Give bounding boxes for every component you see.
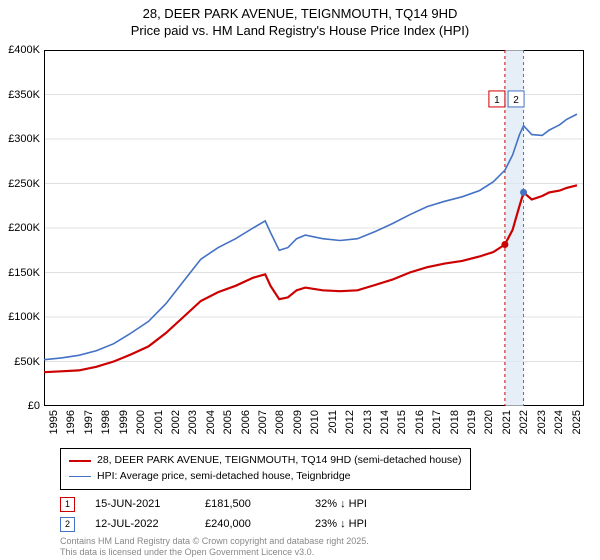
sales-table: 1 15-JUN-2021 £181,500 32% ↓ HPI 2 12-JU… xyxy=(60,494,367,534)
x-tick-label: 2020 xyxy=(483,410,495,434)
x-tick-label: 2017 xyxy=(431,410,443,434)
x-tick-label: 1998 xyxy=(100,410,112,434)
y-tick-label: £200K xyxy=(8,222,40,234)
x-tick-label: 2012 xyxy=(344,410,356,434)
sale-row-2: 2 12-JUL-2022 £240,000 23% ↓ HPI xyxy=(60,514,367,534)
y-tick-label: £350K xyxy=(8,89,40,101)
y-tick-label: £0 xyxy=(28,400,40,412)
x-tick-label: 2023 xyxy=(536,410,548,434)
title-line2: Price paid vs. HM Land Registry's House … xyxy=(0,23,600,40)
x-tick-label: 2010 xyxy=(309,410,321,434)
x-tick-label: 2001 xyxy=(153,410,165,434)
x-tick-label: 2021 xyxy=(501,410,513,434)
legend-box: 28, DEER PARK AVENUE, TEIGNMOUTH, TQ14 9… xyxy=(60,448,471,490)
svg-text:1: 1 xyxy=(494,95,500,106)
footer-attribution: Contains HM Land Registry data © Crown c… xyxy=(60,536,369,558)
legend-row-price-paid: 28, DEER PARK AVENUE, TEIGNMOUTH, TQ14 9… xyxy=(69,453,462,469)
x-tick-label: 2007 xyxy=(257,410,269,434)
x-tick-label: 2018 xyxy=(449,410,461,434)
x-tick-label: 2008 xyxy=(274,410,286,434)
x-tick-label: 2022 xyxy=(518,410,530,434)
x-tick-label: 1999 xyxy=(118,410,130,434)
x-tick-label: 2002 xyxy=(170,410,182,434)
sale-row-1: 1 15-JUN-2021 £181,500 32% ↓ HPI xyxy=(60,494,367,514)
legend-swatch-price-paid xyxy=(69,460,91,462)
y-tick-label: £300K xyxy=(8,133,40,145)
chart-area: 12 £0£50K£100K£150K£200K£250K£300K£350K£… xyxy=(44,50,584,406)
x-tick-label: 2009 xyxy=(292,410,304,434)
x-tick-label: 2019 xyxy=(466,410,478,434)
chart-title: 28, DEER PARK AVENUE, TEIGNMOUTH, TQ14 9… xyxy=(0,0,600,40)
x-tick-label: 2013 xyxy=(362,410,374,434)
sale-marker-2: 2 xyxy=(60,517,75,532)
x-tick-label: 2016 xyxy=(414,410,426,434)
sale-diff-1: 32% ↓ HPI xyxy=(315,498,367,510)
x-tick-label: 1997 xyxy=(83,410,95,434)
x-tick-label: 2005 xyxy=(222,410,234,434)
y-tick-label: £400K xyxy=(8,44,40,56)
x-tick-label: 2004 xyxy=(205,410,217,434)
x-tick-label: 2015 xyxy=(396,410,408,434)
svg-text:2: 2 xyxy=(513,95,519,106)
sale-marker-1: 1 xyxy=(60,497,75,512)
y-tick-label: £250K xyxy=(8,178,40,190)
x-tick-label: 2000 xyxy=(135,410,147,434)
footer-line1: Contains HM Land Registry data © Crown c… xyxy=(60,536,369,547)
y-tick-label: £100K xyxy=(8,311,40,323)
x-tick-label: 2011 xyxy=(327,410,339,434)
x-tick-label: 2025 xyxy=(571,410,583,434)
x-tick-label: 1995 xyxy=(48,410,60,434)
x-tick-label: 2014 xyxy=(379,410,391,434)
sale-date-2: 12-JUL-2022 xyxy=(95,518,185,530)
y-tick-label: £150K xyxy=(8,267,40,279)
legend-label-price-paid: 28, DEER PARK AVENUE, TEIGNMOUTH, TQ14 9… xyxy=(97,453,462,469)
y-tick-label: £50K xyxy=(14,356,40,368)
title-line1: 28, DEER PARK AVENUE, TEIGNMOUTH, TQ14 9… xyxy=(0,6,600,23)
legend-swatch-hpi xyxy=(69,476,91,477)
sale-price-2: £240,000 xyxy=(205,518,295,530)
sale-price-1: £181,500 xyxy=(205,498,295,510)
footer-line2: This data is licensed under the Open Gov… xyxy=(60,547,369,558)
sale-diff-2: 23% ↓ HPI xyxy=(315,518,367,530)
x-tick-label: 2003 xyxy=(187,410,199,434)
x-tick-label: 2024 xyxy=(553,410,565,434)
legend-label-hpi: HPI: Average price, semi-detached house,… xyxy=(97,469,351,485)
x-tick-label: 2006 xyxy=(240,410,252,434)
x-tick-label: 1996 xyxy=(65,410,77,434)
line-chart: 12 xyxy=(44,50,584,406)
sale-date-1: 15-JUN-2021 xyxy=(95,498,185,510)
legend-row-hpi: HPI: Average price, semi-detached house,… xyxy=(69,469,462,485)
